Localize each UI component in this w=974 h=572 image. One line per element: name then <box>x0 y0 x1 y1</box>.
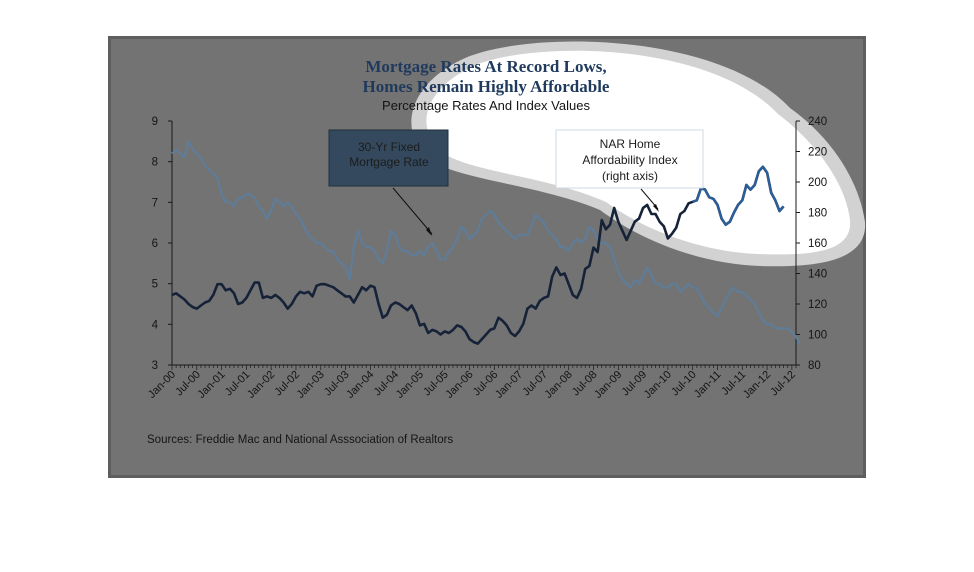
mortgage-rate-line <box>171 140 802 346</box>
nar-index-callout-line1: NAR Home <box>600 137 661 151</box>
mortgage-rate-arrowhead <box>426 227 432 236</box>
x-tick-label: Jan-08 <box>543 369 575 401</box>
nar-index-arrowhead <box>653 204 659 212</box>
nar-index-annotation: NAR Home Affordability Index (right axis… <box>555 129 704 212</box>
left-tick-label: 7 <box>152 197 158 209</box>
x-tick-label: Jan-07 <box>493 369 525 401</box>
x-tick-label: Jan-04 <box>344 369 376 401</box>
mortgage-rate-callout-arrow <box>392 187 433 235</box>
x-axis-ticks: Jan-00Jul-00Jan-01Jul-01Jan-02Jul-02Jan-… <box>146 365 798 401</box>
chart-title-line1: Mortgage Rates At Record Lows, <box>365 57 606 76</box>
x-tick-label: Jan-02 <box>245 369 277 401</box>
x-tick-label: Jan-06 <box>443 369 475 401</box>
left-tick-label: 3 <box>152 360 158 372</box>
mortgage-rate-annotation: 30-Yr Fixed Mortgage Rate <box>328 129 449 236</box>
affordability-index-line <box>171 165 785 345</box>
right-tick-label: 240 <box>808 116 827 128</box>
left-tick-label: 8 <box>152 157 158 169</box>
right-tick-label: 120 <box>808 299 827 311</box>
left-axis-ticks: 3 4 5 6 7 8 9 <box>152 116 172 372</box>
x-tick-label: Jan-11 <box>692 369 724 401</box>
x-tick-label: Jan-00 <box>146 369 178 401</box>
x-tick-label: Jan-01 <box>195 369 227 401</box>
nar-index-callout-line3: (right axis) <box>602 169 658 183</box>
x-tick-label: Jan-12 <box>741 369 773 401</box>
left-tick-label: 5 <box>152 279 158 291</box>
right-tick-label: 80 <box>808 360 821 372</box>
x-tick-label: Jan-05 <box>394 369 426 401</box>
right-tick-label: 100 <box>808 330 827 342</box>
chart-title-line2: Homes Remain Highly Affordable <box>363 77 610 96</box>
right-tick-label: 220 <box>808 147 827 159</box>
x-tick-label: Jan-03 <box>295 369 327 401</box>
right-tick-label: 200 <box>808 177 827 189</box>
x-tick-label: Jul-12 <box>768 369 798 399</box>
x-tick-label: Jan-09 <box>592 369 624 401</box>
right-axis-ticks: 80 100 120 140 160 180 200 220 240 <box>796 116 827 372</box>
nar-index-callout-box <box>555 129 704 189</box>
chart-subtitle: Percentage Rates And Index Values <box>382 98 590 113</box>
chart-source: Sources: Freddie Mac and National Asssoc… <box>147 434 453 446</box>
left-tick-label: 9 <box>152 116 158 128</box>
mortgage-rate-callout-box <box>328 129 449 187</box>
right-tick-label: 180 <box>808 208 827 220</box>
right-tick-label: 160 <box>808 238 827 250</box>
left-tick-label: 4 <box>152 319 159 331</box>
mortgage-rate-callout-line1: 30-Yr Fixed <box>358 140 420 154</box>
left-tick-label: 6 <box>152 238 158 250</box>
mortgage-rate-callout-line2: Mortgage Rate <box>349 155 429 169</box>
nar-index-callout-line2: Affordability Index <box>582 153 677 167</box>
affordability-index-line-highlight <box>692 165 785 226</box>
right-tick-label: 140 <box>808 269 827 281</box>
x-tick-label: Jan-10 <box>642 369 674 401</box>
